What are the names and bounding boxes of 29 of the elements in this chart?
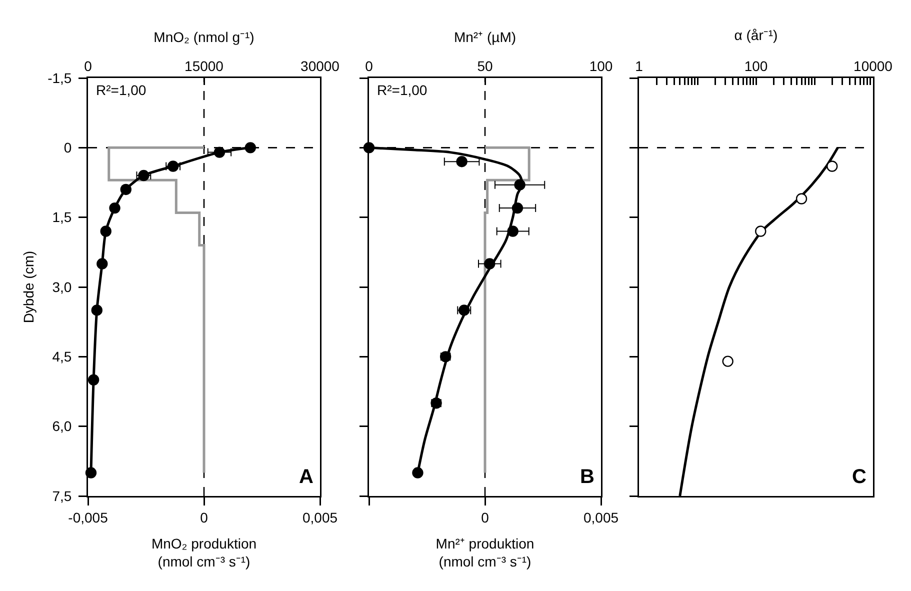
x-tick-label: 0,005	[583, 509, 619, 526]
x2-tick-label: 30000	[300, 58, 340, 74]
y-tick-label: 6,0	[52, 418, 72, 434]
y-axis-title: Dybde (cm)	[20, 250, 36, 324]
x-tick-label: -0,005	[68, 509, 108, 526]
x-tick-label: 0	[200, 509, 208, 526]
x-axis-title: MnO₂ produktion (nmol cm⁻³ s⁻¹)	[151, 535, 257, 570]
x-tick-label: 0,005	[302, 509, 338, 526]
annotation: R²=1,00	[96, 82, 146, 98]
x2-tick-label: 15000	[184, 58, 224, 74]
y-tick-label: 7,5	[52, 488, 72, 504]
annotation: B	[580, 466, 594, 488]
x-axis-title: α (år⁻¹)	[734, 26, 778, 43]
x-tick-label: 0	[481, 509, 490, 526]
y-tick-label: 4,5	[52, 348, 72, 365]
annotation: R²=1,00	[377, 82, 428, 98]
y-tick-label: 0	[64, 140, 72, 156]
x-tick-label: 100	[744, 58, 768, 74]
annotation: C	[852, 466, 866, 488]
x-tick-label: 1	[635, 58, 644, 74]
x2-axis-title: Mn²⁺ (µM)	[454, 28, 516, 45]
y-tick-label: 3,0	[52, 278, 72, 295]
x2-axis-title: MnO₂ (nmol g⁻¹)	[154, 28, 254, 45]
x-tick-label: 10000	[854, 58, 893, 74]
annotation: A	[299, 466, 314, 488]
y-tick-label: -1,5	[48, 70, 72, 86]
x2-tick-label: 50	[477, 58, 493, 74]
x-axis-title: Mn²⁺ produktion (nmol cm⁻³ s⁻¹)	[436, 535, 534, 570]
y-tick-label: 1,5	[52, 209, 72, 226]
